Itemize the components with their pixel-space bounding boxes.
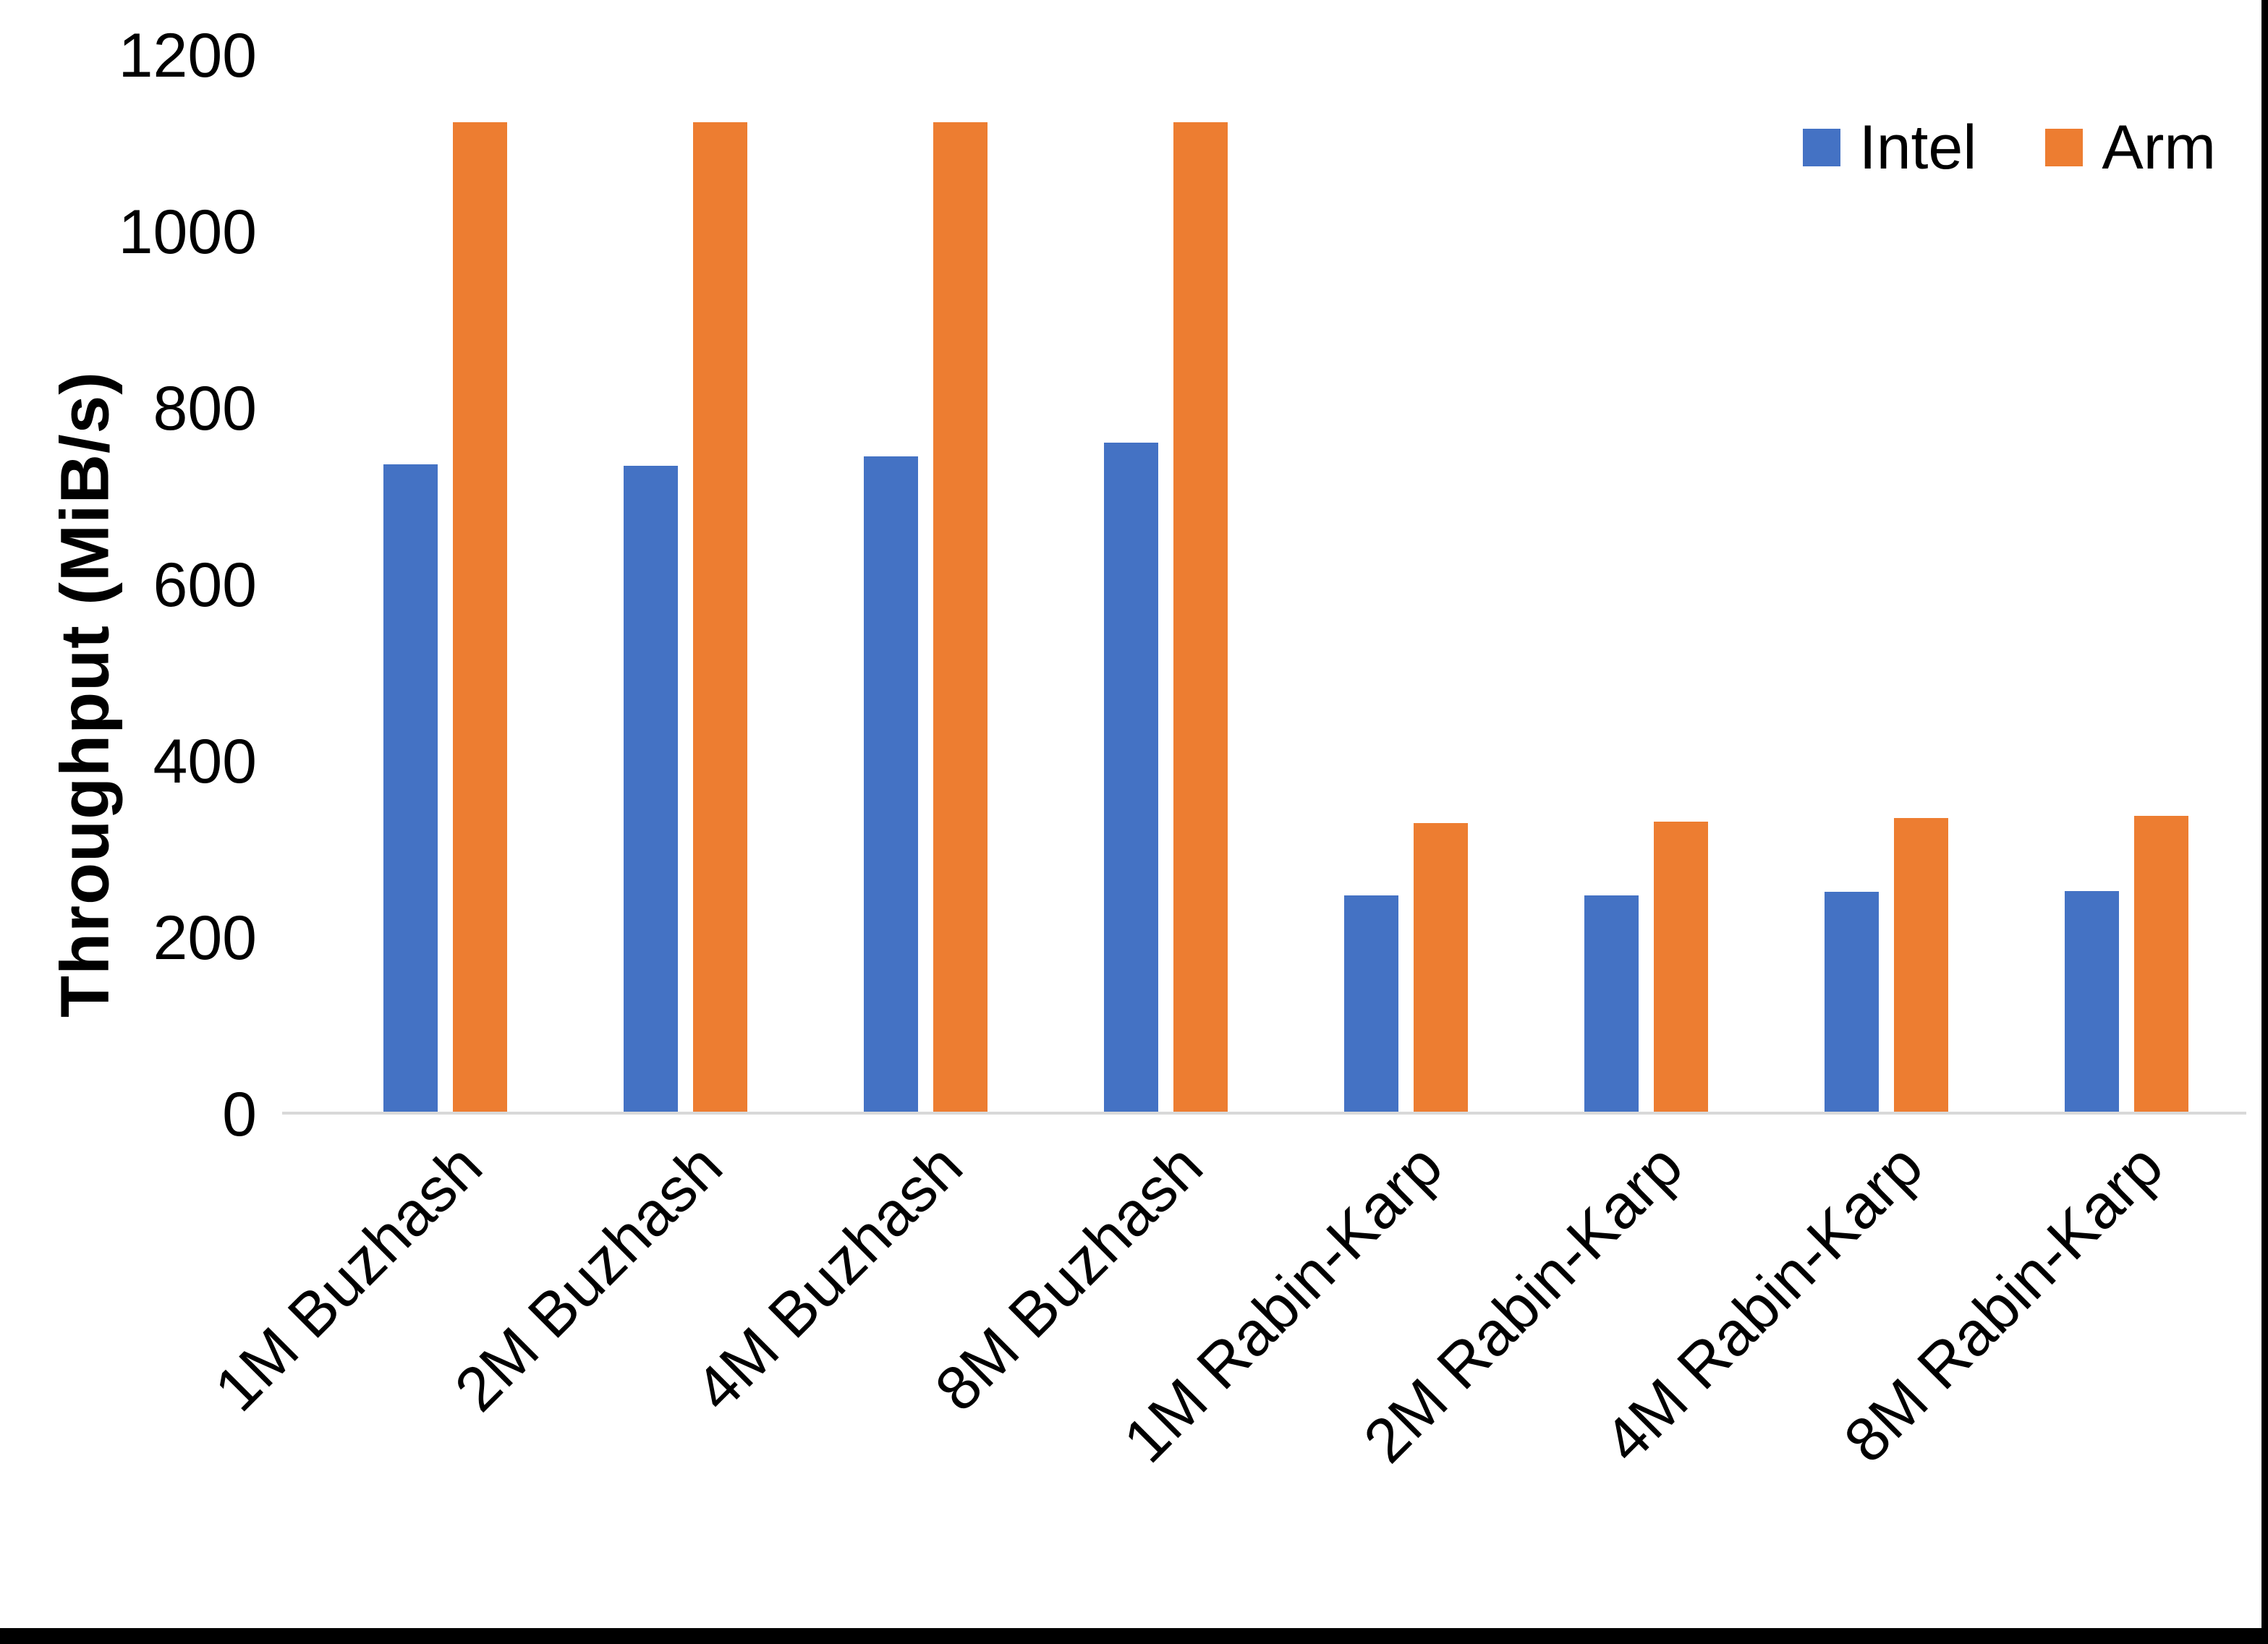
y-tick-label: 0 (222, 1080, 257, 1149)
bar-group (1286, 56, 1526, 1112)
bar-arm (933, 122, 988, 1112)
legend: Intel Arm (1802, 113, 2216, 182)
bar-intel (383, 464, 438, 1112)
plot-area (282, 56, 2246, 1115)
y-tick-label: 600 (153, 550, 258, 620)
y-tick-label: 1200 (118, 21, 257, 90)
frame-edge-right (2261, 0, 2268, 1644)
bar-arm (453, 122, 508, 1112)
intel-series-swatch-icon (1802, 129, 1840, 166)
bar-arm (1413, 822, 1468, 1112)
bar-intel (1824, 891, 1879, 1112)
bar-group (326, 56, 566, 1112)
bar-intel (1343, 895, 1398, 1112)
bar-arm (1653, 821, 1708, 1112)
bar-group (1766, 56, 2006, 1112)
y-tick-label: 800 (153, 374, 258, 443)
legend-label-intel: Intel (1859, 113, 1977, 182)
bar-intel (624, 465, 679, 1112)
y-tick-label: 400 (153, 727, 258, 796)
x-axis-label-cell: 8M Rabin-Karp (1831, 1117, 2246, 1479)
frame-edge-bottom (0, 1628, 2268, 1644)
y-tick-label: 1000 (118, 197, 257, 267)
bar-groups (282, 56, 2246, 1112)
x-axis-labels: 1M Buzhash 2M Buzhash 4M Buzhash 8M Buzhash… (202, 1117, 2246, 1479)
bar-group (806, 56, 1046, 1112)
bar-intel (2064, 890, 2119, 1112)
bar-group (1046, 56, 1286, 1112)
bar-intel (1584, 895, 1639, 1112)
legend-entry-intel: Intel (1802, 113, 1977, 182)
arm-series-swatch-icon (2045, 129, 2084, 166)
bar-intel (864, 456, 919, 1112)
bar-intel (1104, 443, 1159, 1112)
bar-group (2006, 56, 2246, 1112)
bar-arm (693, 122, 748, 1112)
legend-entry-arm: Arm (2045, 116, 2216, 179)
bar-arm (1893, 817, 1948, 1112)
bar-arm (2133, 816, 2188, 1112)
y-tick-label: 200 (153, 903, 258, 973)
bar-arm (1173, 122, 1228, 1112)
bar-group (566, 56, 806, 1112)
legend-label-arm: Arm (2102, 113, 2216, 182)
bar-group (1526, 56, 1766, 1112)
